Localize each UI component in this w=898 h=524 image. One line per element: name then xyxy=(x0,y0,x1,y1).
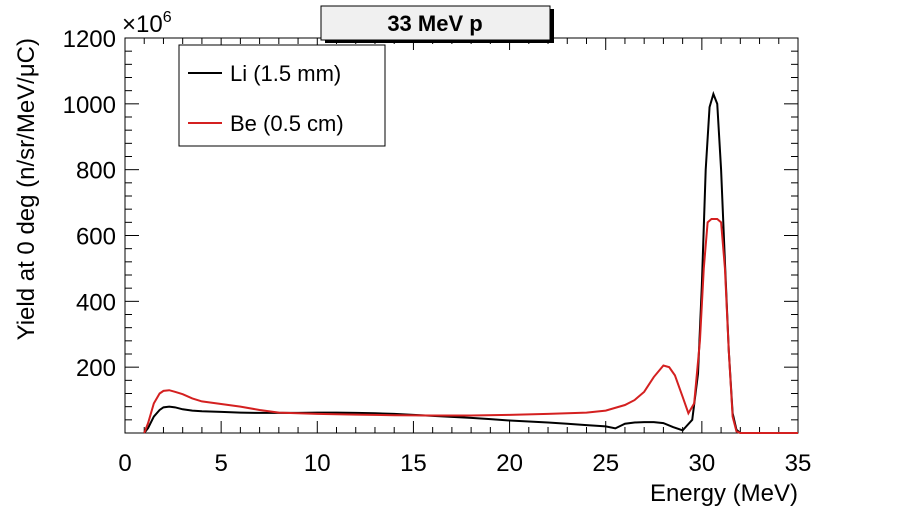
y-tick-label: 1000 xyxy=(63,92,116,119)
legend-label-be: Be (0.5 cm) xyxy=(230,111,344,136)
series-line-0 xyxy=(143,90,798,434)
legend-label-li: Li (1.5 mm) xyxy=(230,61,341,86)
x-tick-label: 20 xyxy=(496,450,523,477)
series-group xyxy=(143,90,798,434)
x-tick-label: 25 xyxy=(592,450,619,477)
chart-title: 33 MeV p xyxy=(387,11,482,36)
x-tick-label: 5 xyxy=(214,450,227,477)
x-tick-label: 10 xyxy=(304,450,331,477)
y-tick-label: 200 xyxy=(76,355,116,382)
y-axis-multiplier-exponent: 6 xyxy=(163,9,172,26)
legend-box xyxy=(178,44,386,147)
y-tick-label: 1200 xyxy=(63,26,116,53)
y-tick-label: 400 xyxy=(76,289,116,316)
series-line-1 xyxy=(143,218,798,434)
y-tick-label: 800 xyxy=(76,158,116,185)
x-tick-label: 30 xyxy=(689,450,716,477)
y-axis-title: Yield at 0 deg (n/sr/MeV/μC) xyxy=(13,38,40,340)
x-tick-label: 0 xyxy=(118,450,131,477)
y-axis-tick-labels: 200 400 600 800 1000 1200 xyxy=(63,26,116,382)
x-axis-tick-labels: 0 5 10 15 20 25 30 35 xyxy=(118,450,811,477)
x-axis-title: Energy (MeV) xyxy=(650,480,798,507)
x-tick-label: 35 xyxy=(785,450,812,477)
title-box xyxy=(320,5,551,41)
y-tick-label: 600 xyxy=(76,224,116,251)
y-axis-multiplier: ×106 xyxy=(122,9,172,38)
x-tick-label: 15 xyxy=(400,450,427,477)
